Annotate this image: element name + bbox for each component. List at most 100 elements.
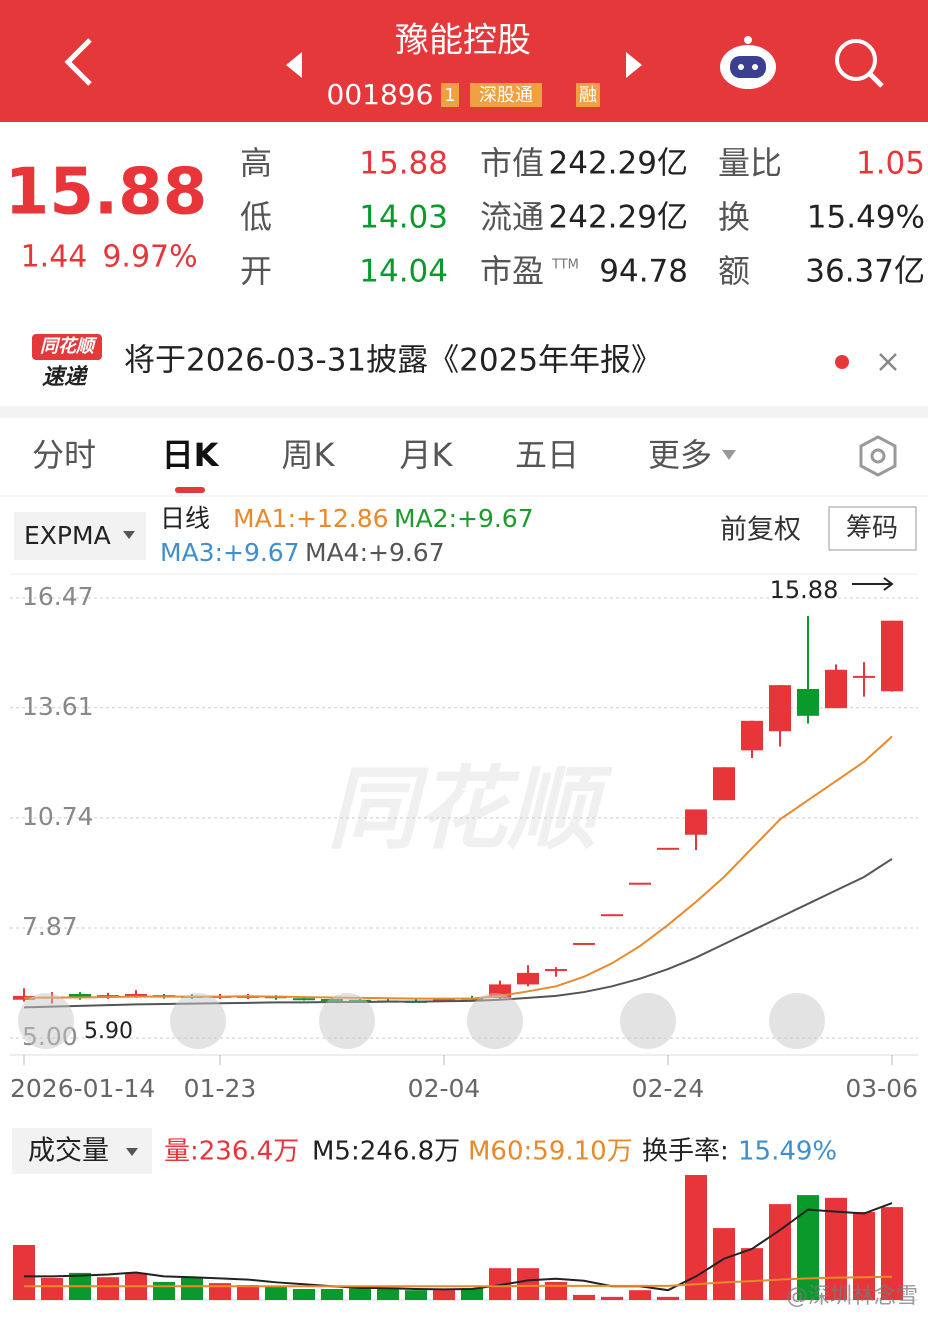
stat-value: 15.88: [359, 146, 448, 182]
candle-body: [881, 620, 903, 692]
tab[interactable]: 分时: [32, 436, 96, 474]
legend-entry: 日线: [160, 504, 210, 533]
badge: 深股通: [479, 85, 533, 106]
search-icon[interactable]: [835, 39, 884, 88]
volume-bar: [741, 1248, 763, 1300]
logo-text: 速递: [42, 364, 89, 390]
volume-bar: [293, 1288, 315, 1300]
volume-bar: [825, 1197, 847, 1300]
next-stock[interactable]: [626, 52, 642, 78]
x-tick-label: 01-23: [184, 1074, 257, 1103]
close-button[interactable]: [879, 353, 897, 371]
candle-body: [825, 669, 847, 709]
badge-bg: [470, 83, 542, 107]
stat-value: 94.78: [599, 254, 688, 290]
legend-entry: MA4:+9.67: [305, 538, 445, 567]
candle-body: [69, 993, 91, 997]
assistant-icon[interactable]: [720, 36, 776, 89]
volume-bar: [545, 1281, 567, 1300]
more-arrow: [722, 450, 736, 460]
volume-legend: M60:59.10万: [468, 1137, 633, 1167]
chips-button[interactable]: [828, 506, 917, 551]
nav-button[interactable]: [769, 993, 825, 1049]
y-tick-label: 10.74: [22, 802, 94, 831]
badge: 融: [579, 85, 597, 106]
back-button[interactable]: [64, 38, 92, 86]
stat-value: 14.04: [359, 254, 448, 290]
stat-value: 1.05: [856, 146, 925, 182]
x-tick-label: 02-04: [408, 1074, 481, 1103]
badge: 1: [444, 85, 455, 106]
volume-bar: [405, 1290, 427, 1300]
candle-body: [433, 998, 455, 1002]
candle-body: [853, 675, 875, 678]
tab[interactable]: 周K: [282, 436, 336, 474]
tab[interactable]: 更多: [648, 436, 712, 474]
volume-bar: [97, 1277, 119, 1300]
stat-value: 242.29亿: [549, 146, 688, 182]
stat-label: 开: [240, 252, 272, 290]
low-label: 5.90: [84, 1019, 133, 1044]
stat-label: 低: [240, 198, 272, 236]
tab-indicator: [175, 487, 205, 493]
volume-bar: [601, 1296, 623, 1300]
chips: 筹码: [846, 514, 898, 544]
separator: [0, 406, 928, 418]
prev-stock[interactable]: [286, 52, 302, 78]
volume-bar: [517, 1268, 539, 1300]
candle-body: [797, 688, 819, 716]
nav-button[interactable]: [170, 993, 226, 1049]
volume-bar: [685, 1175, 707, 1300]
volume-bar: [237, 1285, 259, 1300]
tab[interactable]: 五日: [515, 436, 579, 474]
settings-icon[interactable]: [859, 435, 897, 477]
volume-bar: [657, 1296, 679, 1300]
watermark: 同花顺: [327, 757, 613, 862]
nav-button[interactable]: [467, 993, 523, 1049]
ma-line: [23, 858, 893, 1009]
volume-bar: [769, 1204, 791, 1300]
x-tick-label: 2026-01-14: [10, 1074, 155, 1103]
volume-legend: M5:246.8万: [312, 1137, 460, 1167]
candle-body: [293, 998, 315, 1001]
stat-label: 量比: [718, 144, 782, 182]
y-tick-label: 7.87: [22, 912, 78, 941]
change: 1.44: [21, 240, 88, 275]
unread-dot: [835, 355, 849, 369]
logo-bg: [32, 334, 102, 360]
volume-bar: [321, 1288, 343, 1300]
tab[interactable]: 月K: [400, 436, 454, 474]
volume-bar: [41, 1277, 63, 1300]
stat-sup: TTM: [551, 258, 579, 273]
price: 15.88: [5, 156, 207, 230]
volume-title: 成交量: [28, 1136, 109, 1167]
nav-button[interactable]: [319, 993, 375, 1049]
candle-body: [601, 914, 623, 917]
nav-button[interactable]: [620, 993, 676, 1049]
notice-bar[interactable]: [0, 318, 928, 406]
legend-entry: MA3:+9.67: [160, 538, 300, 567]
stat-label: 高: [240, 144, 272, 182]
volume-bar: [181, 1277, 203, 1300]
badge-bg: [576, 83, 600, 107]
tab[interactable]: 日K: [162, 436, 220, 474]
y-tick-label: 16.47: [22, 582, 94, 611]
high-label: 15.88: [770, 576, 839, 604]
volume-legend: 换手率:: [642, 1137, 729, 1167]
candle-body: [657, 847, 679, 850]
stat-value: 36.37亿: [805, 254, 925, 290]
volume-bar: [629, 1290, 651, 1300]
nav-button[interactable]: [18, 993, 74, 1049]
candle-body: [545, 969, 567, 972]
candle-body: [769, 685, 791, 732]
indicator-select[interactable]: [14, 512, 146, 560]
candle-body: [713, 767, 735, 801]
indicator: EXPMA: [24, 521, 111, 550]
candle-body: [685, 809, 707, 835]
volume-bar: [209, 1283, 231, 1300]
y-tick-label: 13.61: [22, 692, 94, 721]
adjust[interactable]: 前复权: [720, 515, 801, 546]
stat-value: 242.29亿: [549, 200, 688, 236]
